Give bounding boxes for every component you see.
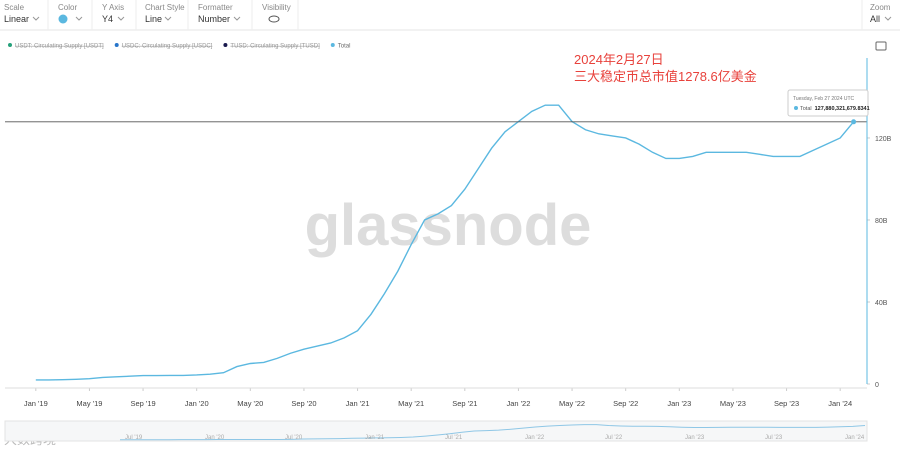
watermark: glassnode [305,193,592,258]
legend-dot [114,43,119,47]
color-swatch[interactable] [58,14,68,24]
tb-value[interactable]: Number [198,14,230,24]
tooltip-date: Tuesday, Feb 27 2024 UTC [793,96,855,102]
y-tick-label: 40B [875,300,888,307]
y-tick-label: 0 [875,382,879,389]
y-tick-label: 120B [875,136,892,143]
x-tick-label: Sep '19 [130,399,155,408]
navigator-label: Jul '22 [605,435,623,441]
y-tick-label: 80B [875,218,888,225]
navigator-label: Jan '20 [205,435,225,441]
tooltip-series: Total [800,106,812,112]
legend-dot [330,43,335,47]
x-tick-label: May '21 [398,399,424,408]
hover-point [851,119,857,125]
tb-label: Scale [4,3,25,12]
navigator-label: Jan '24 [845,435,865,441]
navigator-label: Jul '21 [445,435,463,441]
tb-label: Y Axis [102,3,124,12]
navigator-label: Jan '21 [365,435,385,441]
eye-icon[interactable] [268,15,280,23]
tb-label: Formatter [198,3,233,12]
tb-label: Chart Style [145,3,185,12]
x-tick-label: Sep '22 [613,399,638,408]
legend-dot [8,43,12,47]
navigator-label: Jul '23 [765,435,783,441]
tooltip-box [787,89,869,117]
x-tick-label: Sep '23 [774,399,799,408]
tb-value[interactable]: Linear [4,14,29,24]
tooltip-value: 127,880,321,679.8341 [815,106,870,112]
navigator-label: Jul '20 [285,435,303,441]
x-tick-label: May '20 [237,399,263,408]
navigator-label: Jan '22 [525,435,545,441]
legend-entry[interactable]: TUSD: Circulating Supply [TUSD] [230,44,320,50]
annotation: 三大稳定币总市值1278.6亿美金 [574,69,757,84]
x-tick-label: Jan '20 [185,399,209,408]
camera-icon[interactable] [875,41,887,51]
x-tick-label: May '19 [76,399,102,408]
tb-label: Visibility [262,3,291,12]
legend-entry[interactable]: Total [338,44,351,50]
x-tick-label: Jan '22 [506,399,530,408]
annotation: 2024年2月27日 [574,52,664,67]
navigator-label: Jan '23 [685,435,705,441]
navigator-line [120,424,866,441]
tb-value[interactable]: Y4 [102,14,113,24]
x-tick-label: Jan '24 [828,399,852,408]
tb-value[interactable]: All [870,14,880,24]
x-tick-label: Sep '21 [452,399,477,408]
dropdown-arrows [32,16,892,21]
legend-entry[interactable]: USDT: Circulating Supply [USDT] [15,44,104,50]
x-tick-label: Sep '20 [291,399,316,408]
tb-label: Zoom [870,3,891,12]
tooltip-dot [794,106,798,110]
x-tick-label: May '23 [720,399,746,408]
navigator-label: Jul '19 [125,435,143,441]
tb-value[interactable]: Line [145,14,162,24]
x-tick-label: Jan '21 [346,399,370,408]
legend-entry[interactable]: USDC: Circulating Supply [USDC] [122,44,213,50]
x-tick-label: Jan '19 [24,399,48,408]
line-series [35,104,855,381]
x-tick-label: May '22 [559,399,585,408]
x-tick-label: Jan '23 [667,399,691,408]
tb-label: Color [58,3,77,12]
legend-dot [223,43,228,47]
